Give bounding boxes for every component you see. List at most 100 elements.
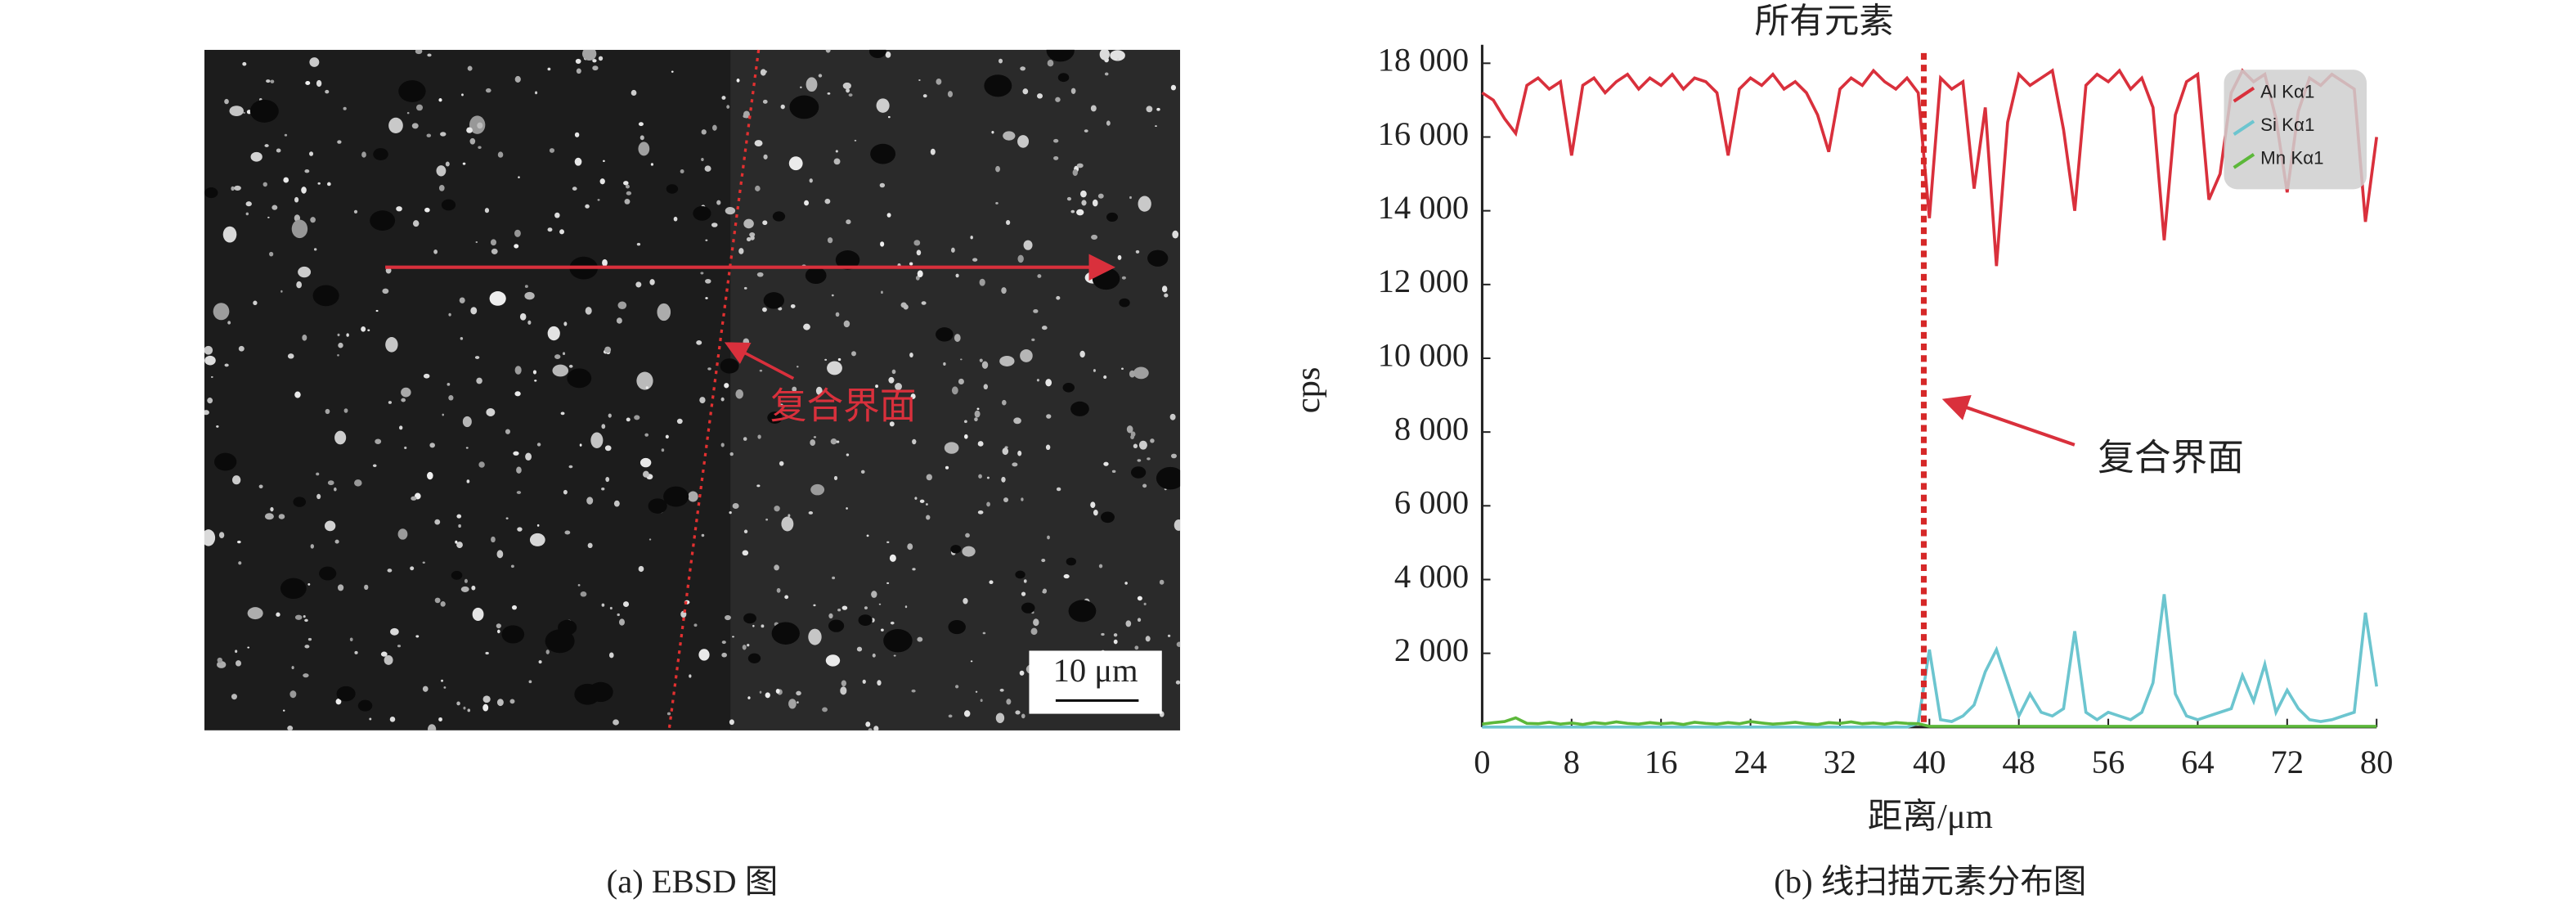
particle [456, 542, 463, 549]
dark-particle [204, 187, 218, 199]
dark-particle [1119, 298, 1130, 308]
particle [738, 248, 744, 254]
particle [642, 470, 649, 478]
particle [466, 479, 470, 483]
particle [514, 75, 521, 83]
particle [1076, 163, 1084, 169]
particle [325, 89, 330, 94]
dark-particle [441, 199, 456, 211]
particle [581, 49, 597, 61]
particle [989, 580, 994, 585]
particle [514, 391, 521, 397]
particle [590, 432, 604, 449]
x-tick-label: 0 [1474, 744, 1490, 780]
particle [635, 281, 642, 288]
particle [443, 686, 447, 689]
particle [1037, 93, 1043, 99]
particle [326, 182, 331, 187]
particle [560, 411, 565, 416]
annotation-arrow [1941, 395, 2076, 447]
particle [545, 650, 550, 654]
particle [1126, 425, 1133, 434]
particle [486, 408, 496, 416]
particle [999, 355, 1015, 366]
particle [903, 304, 909, 310]
particle [774, 506, 780, 512]
particle [309, 151, 314, 156]
dark-particle [743, 613, 756, 624]
particle [250, 151, 263, 162]
particle [335, 699, 342, 705]
particle [387, 569, 393, 573]
particle [1142, 483, 1147, 488]
particle [1023, 240, 1033, 250]
particle [218, 532, 225, 538]
particle [461, 93, 464, 97]
particle [1138, 196, 1151, 212]
particle [824, 198, 831, 205]
particle [440, 601, 446, 607]
particle [456, 514, 462, 519]
particle [574, 132, 580, 137]
particle [1170, 453, 1177, 459]
particle [263, 182, 267, 187]
particle [554, 354, 561, 360]
particle [509, 699, 515, 704]
particle [962, 546, 976, 557]
particle [735, 389, 744, 399]
dark-particle [763, 292, 784, 309]
particle [827, 92, 831, 95]
particle [947, 91, 954, 97]
dark-particle [767, 411, 783, 424]
particle [995, 165, 1001, 173]
particle [447, 383, 451, 386]
x-tick-label: 8 [1564, 744, 1580, 780]
particle [955, 273, 959, 278]
x-tick-label: 16 [1645, 744, 1678, 780]
particle [864, 606, 868, 610]
particle [516, 466, 522, 474]
particle [497, 151, 504, 158]
particle [756, 272, 764, 277]
particle [979, 278, 985, 286]
particle [963, 710, 971, 717]
particle [640, 135, 644, 141]
particle [536, 443, 541, 447]
particle [353, 209, 358, 214]
dark-particle [588, 681, 613, 703]
particle [666, 712, 671, 716]
particle [743, 218, 754, 229]
particle [231, 694, 237, 700]
particle [711, 223, 718, 227]
particle [720, 397, 725, 402]
particle [1056, 487, 1061, 492]
particle [210, 375, 213, 378]
particle [459, 297, 465, 303]
particle [427, 53, 432, 57]
particle [227, 321, 231, 325]
particle [316, 79, 322, 88]
particle [626, 417, 631, 422]
particle [1023, 579, 1027, 583]
particle [294, 391, 301, 398]
particle [1033, 308, 1039, 313]
particle [287, 726, 294, 730]
particle [448, 312, 451, 317]
particle [224, 363, 229, 367]
legend-swatch [2233, 86, 2255, 103]
particle [716, 200, 721, 205]
particle [1091, 234, 1098, 240]
particle [893, 654, 896, 657]
particle [258, 484, 263, 489]
particle [354, 479, 362, 487]
particle [272, 205, 278, 210]
particle [465, 447, 469, 449]
particle [1174, 519, 1181, 531]
particle [1169, 413, 1176, 420]
dark-particle [213, 452, 237, 471]
particle [1017, 254, 1024, 263]
particle [756, 484, 761, 488]
particle [1116, 58, 1120, 61]
particle [729, 511, 732, 515]
